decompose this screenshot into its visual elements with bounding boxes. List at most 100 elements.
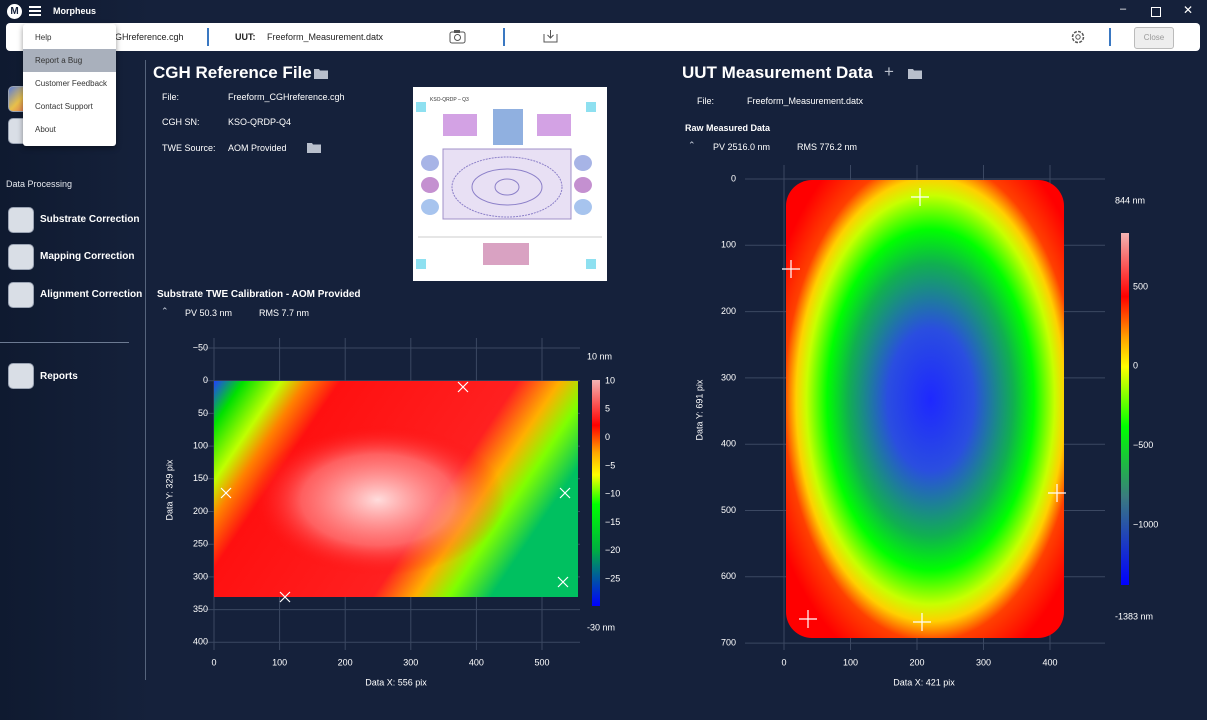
colorbar-tick-label: −1000 [1133,519,1158,529]
x-axis-label: Data X: 556 pix [365,677,427,687]
markers [220,188,1066,631]
app-logo: M [7,4,22,19]
calibration-title: Substrate TWE Calibration - AOM Provided [157,289,361,300]
heatmap-uut [786,180,1064,638]
add-button[interactable]: + [884,62,894,81]
close-button[interactable]: Close [1134,27,1174,49]
separator [503,28,505,46]
x-tick-label: 400 [1042,657,1057,667]
colorbar-tick-label: 10 [605,375,615,385]
uut-file-name: Freeform_Measurement.datx [267,32,384,42]
y-tick-label: 200 [193,506,208,516]
x-tick-label: 300 [403,657,418,667]
menu-about[interactable]: About [35,125,56,134]
x-tick-label: 200 [909,657,924,667]
y-tick-label: 300 [193,571,208,581]
x-tick-label: 100 [843,657,858,667]
menu-report-bug[interactable]: Report a Bug [23,49,116,72]
y-tick-label: 150 [193,473,208,483]
menu-customer-feedback[interactable]: Customer Feedback [35,79,108,88]
download-button[interactable] [543,29,558,44]
divider [0,342,129,343]
section-title: Raw Measured Data [685,123,771,133]
field-label: CGH SN: [162,117,200,127]
reports-icon[interactable] [8,363,34,389]
dropdown-menu: Help Report a Bug Customer Feedback Cont… [23,24,116,146]
colorbar-tick-label: 0 [605,432,610,442]
maximize-button[interactable] [1151,7,1161,17]
colorbar-tick-label: −500 [1133,440,1153,450]
y-tick-label: 500 [721,505,736,515]
field-value: KSO-QRDP-Q4 [228,117,292,127]
toolbar [6,23,1200,51]
menu-help[interactable]: Help [35,33,52,42]
substrate-icon[interactable] [8,207,34,233]
uut-title: UUT Measurement Data [682,63,873,82]
pv-value: PV 2516.0 nm [713,142,771,152]
minimize-button[interactable]: – [1120,3,1127,15]
alignment-icon[interactable] [8,282,34,308]
nav-mapping-correction[interactable]: Mapping Correction [40,251,135,262]
folder-button[interactable] [307,141,321,153]
nav-substrate-correction[interactable]: Substrate Correction [40,214,140,225]
heatmap-cgh-overlay [214,381,578,597]
field-value: Freeform_Measurement.datx [747,96,864,106]
y-tick-label: 400 [721,439,736,449]
field-label: File: [162,92,180,102]
y-tick-label: 250 [193,539,208,549]
nav-alignment-correction[interactable]: Alignment Correction [40,289,143,300]
camera-button[interactable] [449,29,466,44]
y-tick-label: 0 [731,173,736,183]
colorbar-tick-label: −5 [605,460,615,470]
rms-value: RMS 7.7 nm [259,308,310,318]
x-tick-label: 0 [211,657,216,667]
folder-button[interactable] [908,67,922,79]
folder-button[interactable] [314,67,328,79]
cgh-title: CGH Reference File [153,63,312,82]
colorbar-min-label: -1383 nm [1115,611,1153,621]
x-tick-label: 300 [976,657,991,667]
colorbar-tick-label: −10 [605,489,620,499]
y-tick-label: 700 [721,637,736,647]
nav-reports[interactable]: Reports [40,371,78,382]
colorbar-tick-label: 5 [605,404,610,414]
field-value: AOM Provided [228,143,287,153]
colorbar-min-label: -30 nm [587,622,615,632]
x-tick-label: 400 [469,657,484,667]
cgh-thumbnail: KSO-QRDP – Q3 [413,87,607,281]
y-tick-label: 200 [721,306,736,316]
y-tick-label: 600 [721,571,736,581]
mapping-icon[interactable] [8,244,34,270]
field-label: File: [697,96,715,106]
x-tick-label: 200 [338,657,353,667]
sort-toggle[interactable]: ⌃ [688,140,696,150]
y-tick-label: −50 [193,342,208,352]
colorbar-max-label: 844 nm [1115,195,1145,205]
uut-label: UUT: [235,32,256,42]
y-tick-label: 100 [193,440,208,450]
settings-button[interactable] [1070,29,1086,45]
colorbar-max-label: 10 nm [587,351,612,361]
window-close-button[interactable]: ✕ [1183,3,1194,17]
hamburger-menu[interactable] [29,6,41,16]
x-tick-label: 500 [534,657,549,667]
y-tick-label: 400 [193,637,208,647]
field-value: Freeform_CGHreference.cgh [228,92,345,102]
colorbar [1121,233,1129,585]
cgh-file-name: GHreference.cgh [115,32,184,42]
sort-toggle[interactable]: ⌃ [161,306,169,316]
y-tick-label: 50 [198,408,208,418]
pv-value: PV 50.3 nm [185,308,233,318]
field-label: TWE Source: [162,143,216,153]
y-tick-label: 100 [721,240,736,250]
thumbnail-title: KSO-QRDP – Q3 [430,97,469,103]
x-tick-label: 0 [781,657,786,667]
menu-contact-support[interactable]: Contact Support [35,102,93,111]
colorbar-tick-label: 0 [1133,361,1138,371]
colorbar-tick-label: 500 [1133,281,1148,291]
colorbar-tick-label: −15 [605,517,620,527]
x-axis-label: Data X: 421 pix [893,677,955,687]
y-tick-label: 300 [721,372,736,382]
